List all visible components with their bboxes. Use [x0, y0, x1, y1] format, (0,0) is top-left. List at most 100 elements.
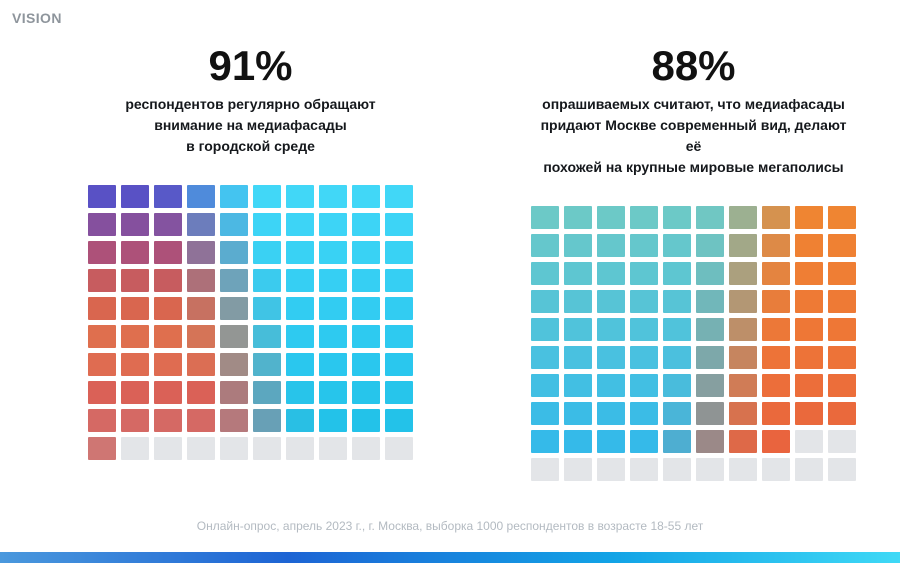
- waffle-cell-filled: [729, 402, 757, 425]
- waffle-cell-filled: [729, 262, 757, 285]
- waffle-cell-filled: [253, 353, 281, 376]
- waffle-cell-filled: [352, 185, 380, 208]
- caption-line: внимание на медиафасады: [154, 117, 347, 133]
- waffle-cell-filled: [385, 213, 413, 236]
- waffle-cell-filled: [319, 297, 347, 320]
- waffle-cell-filled: [187, 325, 215, 348]
- waffle-cell-filled: [121, 213, 149, 236]
- waffle-chart-88: [531, 206, 856, 481]
- waffle-cell-filled: [253, 409, 281, 432]
- waffle-cell-filled: [121, 409, 149, 432]
- waffle-cell-filled: [795, 262, 823, 285]
- waffle-cell-filled: [663, 374, 691, 397]
- caption-line: опрашиваемых считают, что медиафасады: [542, 96, 845, 112]
- waffle-cell-filled: [253, 213, 281, 236]
- waffle-cell-filled: [630, 430, 658, 453]
- waffle-cell-filled: [663, 290, 691, 313]
- waffle-cell-filled: [630, 262, 658, 285]
- waffle-cell-filled: [630, 206, 658, 229]
- waffle-cell-empty: [795, 430, 823, 453]
- brand-logo: VISION: [12, 10, 62, 26]
- waffle-cell-filled: [352, 241, 380, 264]
- panels-row: 91% респондентов регулярно обращают вним…: [0, 42, 900, 481]
- waffle-cell-empty: [187, 437, 215, 460]
- waffle-cell-filled: [154, 241, 182, 264]
- waffle-cell-filled: [828, 402, 856, 425]
- waffle-cell-filled: [696, 290, 724, 313]
- waffle-cell-filled: [88, 325, 116, 348]
- waffle-cell-filled: [352, 409, 380, 432]
- waffle-cell-filled: [121, 353, 149, 376]
- waffle-cell-filled: [663, 262, 691, 285]
- waffle-cell-filled: [597, 430, 625, 453]
- waffle-cell-empty: [154, 437, 182, 460]
- waffle-cell-filled: [187, 409, 215, 432]
- waffle-cell-filled: [220, 353, 248, 376]
- waffle-cell-filled: [385, 381, 413, 404]
- waffle-cell-filled: [564, 262, 592, 285]
- waffle-cell-empty: [385, 437, 413, 460]
- waffle-cell-filled: [88, 241, 116, 264]
- waffle-cell-filled: [187, 353, 215, 376]
- waffle-cell-filled: [663, 234, 691, 257]
- waffle-cell-filled: [352, 381, 380, 404]
- waffle-cell-filled: [762, 206, 790, 229]
- waffle-cell-filled: [531, 262, 559, 285]
- waffle-cell-filled: [187, 269, 215, 292]
- waffle-cell-filled: [630, 346, 658, 369]
- waffle-cell-filled: [154, 213, 182, 236]
- waffle-cell-empty: [828, 430, 856, 453]
- waffle-cell-filled: [88, 269, 116, 292]
- waffle-cell-filled: [762, 290, 790, 313]
- waffle-cell-filled: [597, 206, 625, 229]
- waffle-cell-filled: [828, 318, 856, 341]
- waffle-cell-filled: [597, 346, 625, 369]
- waffle-cell-filled: [121, 297, 149, 320]
- waffle-cell-filled: [352, 269, 380, 292]
- waffle-cell-filled: [531, 206, 559, 229]
- waffle-cell-filled: [220, 241, 248, 264]
- stat-panel-right: 88% опрашиваемых считают, что медиафасад…: [531, 42, 856, 481]
- waffle-cell-filled: [154, 269, 182, 292]
- waffle-cell-filled: [286, 297, 314, 320]
- waffle-cell-filled: [154, 297, 182, 320]
- waffle-cell-filled: [220, 325, 248, 348]
- waffle-cell-filled: [352, 325, 380, 348]
- waffle-cell-filled: [729, 374, 757, 397]
- waffle-cell-filled: [286, 409, 314, 432]
- waffle-cell-filled: [187, 297, 215, 320]
- waffle-cell-filled: [762, 318, 790, 341]
- waffle-cell-filled: [597, 234, 625, 257]
- waffle-cell-filled: [385, 409, 413, 432]
- waffle-cell-filled: [597, 290, 625, 313]
- waffle-cell-filled: [696, 318, 724, 341]
- waffle-cell-filled: [795, 206, 823, 229]
- waffle-cell-filled: [729, 290, 757, 313]
- waffle-cell-filled: [220, 381, 248, 404]
- waffle-cell-filled: [696, 234, 724, 257]
- waffle-cell-filled: [253, 325, 281, 348]
- waffle-cell-empty: [564, 458, 592, 481]
- waffle-cell-filled: [286, 353, 314, 376]
- waffle-cell-filled: [385, 241, 413, 264]
- waffle-cell-filled: [597, 402, 625, 425]
- waffle-cell-filled: [385, 297, 413, 320]
- waffle-cell-filled: [795, 234, 823, 257]
- waffle-cell-filled: [762, 234, 790, 257]
- waffle-cell-filled: [319, 213, 347, 236]
- caption-line: придают Москве современный вид, делают е…: [540, 117, 847, 154]
- waffle-cell-filled: [319, 185, 347, 208]
- waffle-cell-empty: [630, 458, 658, 481]
- stat-caption: респондентов регулярно обращают внимание…: [125, 94, 375, 157]
- waffle-cell-filled: [564, 234, 592, 257]
- waffle-cell-filled: [630, 318, 658, 341]
- waffle-cell-filled: [762, 346, 790, 369]
- waffle-cell-filled: [319, 241, 347, 264]
- waffle-cell-filled: [531, 290, 559, 313]
- waffle-cell-filled: [385, 269, 413, 292]
- waffle-cell-filled: [253, 241, 281, 264]
- waffle-cell-filled: [696, 262, 724, 285]
- waffle-cell-filled: [253, 185, 281, 208]
- waffle-cell-filled: [319, 353, 347, 376]
- waffle-cell-filled: [795, 402, 823, 425]
